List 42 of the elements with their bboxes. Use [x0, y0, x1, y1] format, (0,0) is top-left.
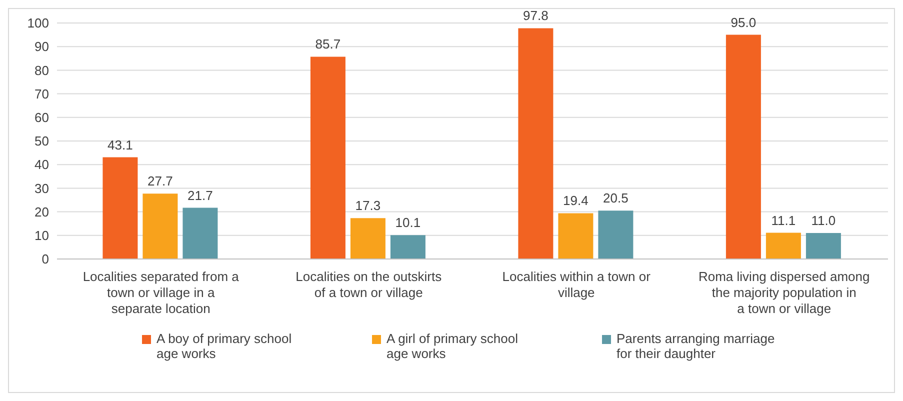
y-tick-label: 40: [34, 157, 49, 172]
y-tick-label: 80: [34, 62, 49, 78]
y-tick-label: 90: [34, 39, 49, 54]
y-tick-label: 50: [34, 134, 49, 149]
bar: [142, 194, 178, 259]
legend-label: Parents arranging marriage for their daughter: [616, 331, 775, 361]
x-tick-label: Localities on the outskirts of a town or village: [296, 269, 442, 300]
bar: [766, 232, 801, 259]
y-tick-label: 20: [34, 204, 49, 220]
legend-label: A boy of primary school age works: [156, 331, 292, 361]
y-tick-label: 70: [34, 86, 49, 102]
text: 95.0: [730, 14, 756, 30]
bar: [726, 34, 761, 259]
bar: [558, 213, 594, 259]
text: 10.1: [395, 215, 421, 230]
bar: [598, 210, 634, 259]
x-tick-label: Roma living dispersed among the majority population in a town or village: [698, 269, 870, 316]
text: 43.1: [108, 137, 133, 152]
y-tick-label: 100: [27, 16, 49, 31]
text: 11.1: [771, 212, 796, 228]
x-tick-label: Localities separated from a town or village in a separate location: [82, 269, 240, 316]
bar: [806, 233, 841, 259]
text: 17.3: [355, 198, 381, 214]
bar: [102, 157, 138, 259]
y-tick-label: 10: [34, 228, 49, 244]
bar: [518, 28, 554, 259]
text: 21.7: [188, 188, 213, 203]
text: 19.4: [563, 193, 588, 208]
y-tick-label: 0: [42, 252, 49, 267]
y-tick-label: 60: [34, 110, 49, 126]
x-tick-label: Localities within a town or village: [502, 269, 652, 300]
text: 27.7: [148, 174, 173, 189]
text: 20.5: [603, 190, 628, 206]
text: 85.7: [315, 36, 341, 52]
bar: [310, 56, 346, 259]
y-tick-label: 30: [34, 180, 49, 196]
bar: [350, 218, 386, 259]
bar: [182, 208, 218, 259]
legend-label: A girl of primary school age works: [386, 331, 518, 361]
bar: [390, 235, 426, 259]
text: 97.8: [523, 8, 548, 24]
text: 11.0: [811, 213, 836, 228]
